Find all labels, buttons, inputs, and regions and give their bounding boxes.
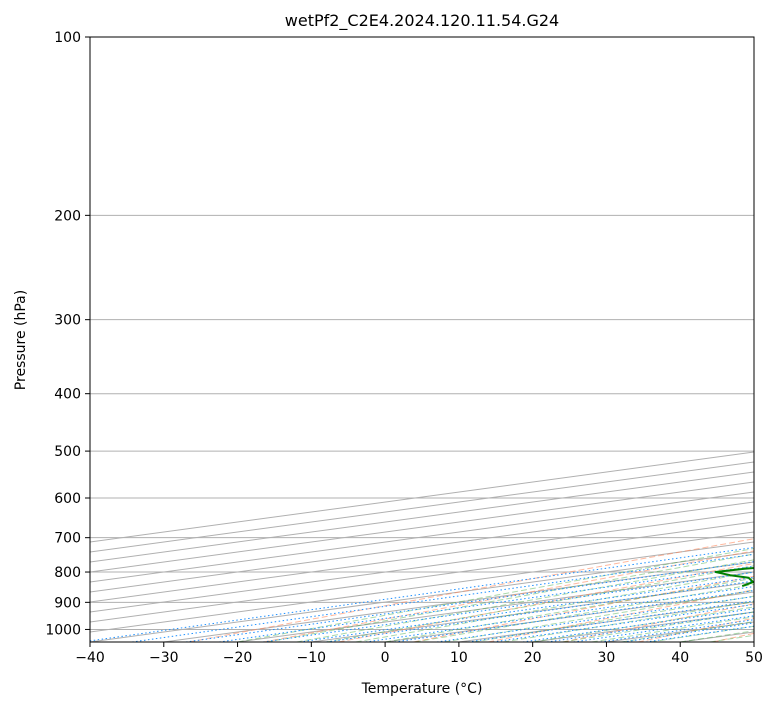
isotherm-line — [90, 481, 754, 573]
y-tick-label: 600 — [54, 491, 81, 507]
mixing-ratio-line — [132, 553, 754, 642]
x-tick-label: 20 — [524, 650, 542, 666]
x-tick-label: 40 — [671, 650, 689, 666]
isotherm-line — [90, 491, 754, 583]
moist-adiabat-line — [355, 571, 754, 642]
y-tick-label: 1000 — [45, 622, 81, 638]
moist-adiabat-line — [237, 548, 754, 642]
dry-adiabat-line — [413, 575, 754, 642]
isotherm-line — [90, 511, 754, 603]
x-tick-label: −30 — [149, 650, 179, 666]
x-tick-label: 30 — [598, 650, 616, 666]
y-tick-label: 800 — [54, 565, 81, 581]
isotherm-line — [90, 521, 754, 613]
x-tick-label: −40 — [75, 650, 105, 666]
isotherm-line — [90, 531, 754, 623]
mixing-ratio-line — [492, 603, 754, 642]
mixing-ratio-line — [522, 608, 754, 642]
dry-adiabat-line — [488, 589, 754, 642]
isotherm-line — [90, 501, 754, 593]
mixing-ratio-line — [468, 600, 754, 642]
isotherm-line — [90, 461, 754, 553]
plot-background — [90, 37, 754, 642]
y-axis-title: Pressure (hPa) — [13, 290, 29, 390]
x-tick-label: 10 — [450, 650, 468, 666]
mixing-ratio-line — [546, 611, 754, 642]
moist-adiabat-line — [385, 577, 754, 642]
x-axis-title: Temperature (°C) — [361, 681, 483, 697]
x-tick-label: 50 — [745, 650, 763, 666]
mixing-ratio-line — [573, 615, 754, 642]
moist-adiabat-line — [296, 559, 754, 642]
y-tick-label: 400 — [54, 387, 81, 403]
y-tick-label: 300 — [54, 313, 81, 329]
y-tick-label: 200 — [54, 208, 81, 224]
x-tick-label: −10 — [297, 650, 327, 666]
y-tick-label: 700 — [54, 531, 81, 547]
dry-adiabat-line — [263, 550, 754, 642]
x-tick-label: −20 — [223, 650, 253, 666]
moist-adiabat-line — [444, 589, 754, 642]
axes: −40 −30 −20 −10 0 10 20 30 40 50 100 200 300 400 500 60… — [45, 30, 763, 666]
background-lines — [90, 37, 754, 642]
y-tick-label: 100 — [54, 30, 81, 46]
isotherm-line — [753, 641, 754, 642]
isotherm-line — [90, 451, 754, 543]
y-tick-label: 500 — [54, 444, 81, 460]
y-tick-label: 900 — [54, 595, 81, 611]
isotherm-line — [90, 471, 754, 563]
plot-frame — [89, 36, 755, 643]
moist-adiabat-line — [267, 553, 754, 642]
x-tick-label: 0 — [381, 650, 390, 666]
chart-title: wetPf2_C2E4.2024.120.11.54.G24 — [285, 11, 559, 31]
mixing-ratio-line — [90, 546, 754, 642]
